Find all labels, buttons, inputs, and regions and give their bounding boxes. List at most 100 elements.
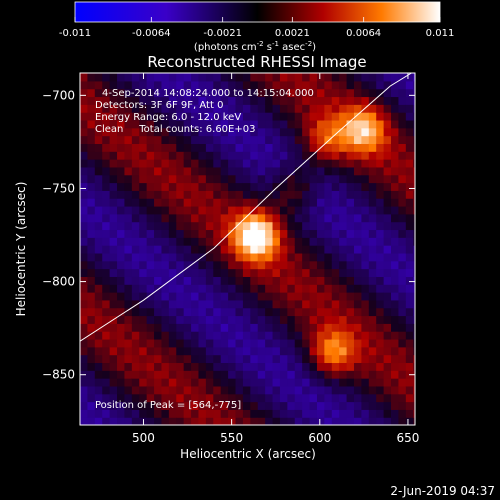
heatmap-cell [191,198,200,207]
heatmap-cell [376,362,385,371]
heatmap-cell [168,299,177,309]
heatmap-cell [287,276,296,285]
heatmap-cell [235,73,244,82]
heatmap-cell [391,252,400,262]
heatmap-cell [361,385,370,395]
heatmap-cell [131,73,140,82]
heatmap-cell [242,198,251,207]
heatmap-cell [376,252,385,262]
heatmap-cell [302,252,311,262]
heatmap-cell [220,73,229,82]
heatmap-cell [220,88,229,98]
heatmap-cell [279,213,288,223]
heatmap-cell [242,174,251,184]
heatmap-cell [294,393,303,403]
heatmap-cell [316,315,325,324]
heatmap-cell [331,284,340,293]
heatmap-cell [368,346,377,356]
heatmap-cell [353,292,362,301]
heatmap-cell [80,276,89,285]
heatmap-cell [220,166,229,176]
heatmap-cell [117,354,126,364]
heatmap-cell [294,276,303,285]
heatmap-cell [309,370,318,379]
heatmap-cell [368,260,377,270]
heatmap-cell [368,307,377,317]
heatmap-cell [161,88,170,98]
heatmap-cell [124,245,133,254]
heatmap-cell [257,245,266,254]
heatmap-cell [80,346,89,356]
heatmap-cell [265,96,274,105]
heatmap-cell [235,323,244,332]
heatmap-cell [154,135,163,144]
heatmap-cell [331,276,340,285]
heatmap-cell [154,331,163,340]
heatmap-cell [131,362,140,371]
heatmap-cell [346,213,355,223]
heatmap-cell [213,307,222,317]
heatmap-cell [302,221,311,231]
heatmap-cell [324,80,333,90]
heatmap-cell [220,299,229,309]
heatmap-cell [124,307,133,317]
heatmap-cell [183,190,192,199]
heatmap-cell [257,143,266,152]
heatmap-cell [257,331,266,340]
heatmap-cell [405,252,414,262]
heatmap-cell [102,323,111,332]
heatmap-cell [346,331,355,340]
heatmap-cell [302,370,311,379]
heatmap-cell [279,245,288,254]
heatmap-cell [398,268,407,277]
heatmap-cell [398,417,407,425]
heatmap-cell [257,73,266,82]
heatmap-cell [368,96,377,105]
heatmap-cell [398,205,407,215]
heatmap-cell [139,338,148,348]
heatmap-cell [339,182,348,191]
heatmap-cell [109,205,118,215]
heatmap-cell [109,331,118,340]
heatmap-cell [235,213,244,223]
heatmap-cell [376,409,385,418]
heatmap-cell [80,417,89,425]
heatmap-cell [205,127,214,137]
heatmap-cell [228,292,237,301]
heatmap-cell [398,104,407,113]
heatmap-cell [176,182,185,191]
heatmap-cell [302,151,311,160]
heatmap-cell [265,393,274,403]
heatmap-cell [250,151,259,160]
heatmap-cell [391,338,400,348]
heatmap-cell [228,378,237,387]
heatmap-cell [353,323,362,332]
heatmap-cell [139,292,148,301]
heatmap-cell [198,182,207,191]
heatmap-cell [242,213,251,223]
heatmap-cell [176,276,185,285]
heatmap-cell [87,229,96,238]
heatmap-cell [383,401,392,410]
heatmap-cell [124,417,133,425]
heatmap-cell [80,174,89,184]
heatmap-cell [198,127,207,137]
heatmap-cell [124,268,133,277]
heatmap-cell [213,127,222,137]
heatmap-cell [183,292,192,301]
heatmap-cell [191,112,200,121]
heatmap-cell [102,190,111,199]
heatmap-cell [198,276,207,285]
heatmap-cell [213,73,222,82]
heatmap-cell [324,346,333,356]
heatmap-cell [94,354,103,364]
heatmap-cell [398,307,407,317]
heatmap-cell [361,292,370,301]
heatmap-cell [154,166,163,176]
heatmap-cell [302,338,311,348]
heatmap-cell [413,229,415,238]
heatmap-cell [339,237,348,246]
heatmap-cell [294,338,303,348]
heatmap-cell [213,260,222,270]
heatmap-cell [176,104,185,113]
